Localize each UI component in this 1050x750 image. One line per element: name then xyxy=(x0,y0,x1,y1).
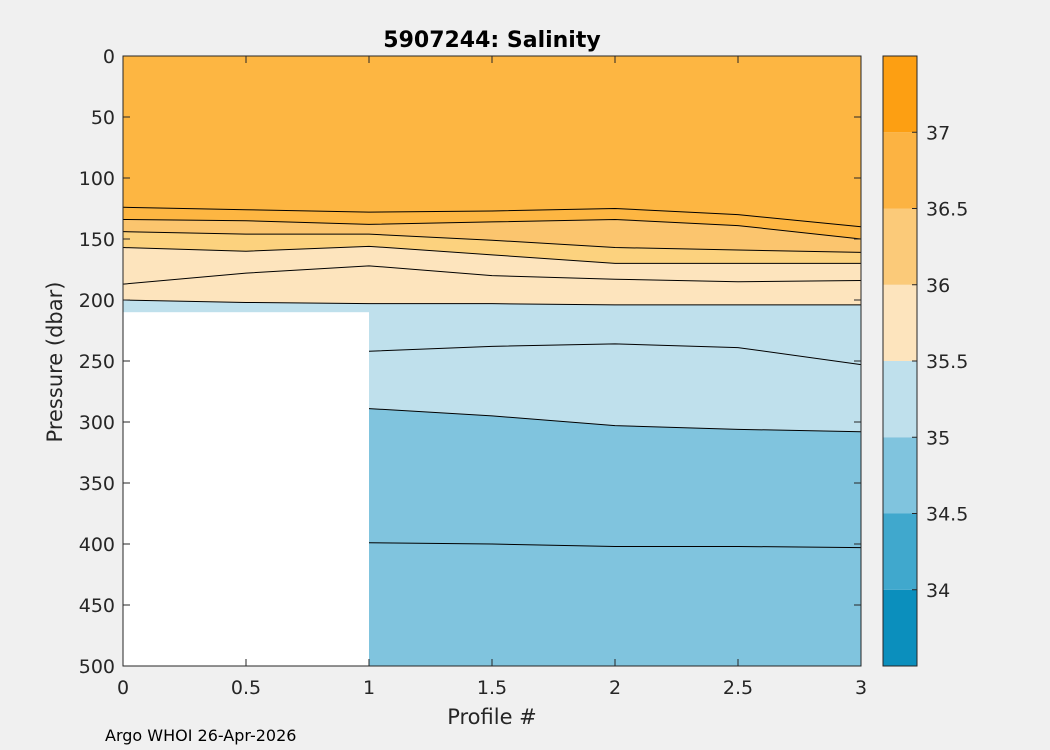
colorbar-bin xyxy=(883,589,917,666)
x-tick-label: 1.5 xyxy=(477,677,507,699)
y-tick-label: 150 xyxy=(79,229,115,251)
y-axis-label: Pressure (dbar) xyxy=(43,282,67,443)
colorbar-tick-label: 37 xyxy=(926,122,950,144)
colorbar-bin xyxy=(883,513,917,590)
y-tick-label: 0 xyxy=(103,46,115,68)
colorbar-bin xyxy=(883,284,917,361)
colorbar-tick-label: 34.5 xyxy=(926,504,968,526)
colorbar-tick-label: 36 xyxy=(926,275,950,297)
x-axis: 0 0.5 1 1.5 2 2.5 3 xyxy=(117,56,867,699)
colorbar-bin xyxy=(883,208,917,285)
contour-line xyxy=(122,265,862,285)
x-tick-label: 0 xyxy=(117,677,129,699)
contour-line xyxy=(368,408,862,433)
y-tick-label: 400 xyxy=(79,534,115,556)
colorbar-bin xyxy=(883,361,917,438)
contour-line xyxy=(122,218,862,240)
y-tick-label: 200 xyxy=(79,290,115,312)
contour-band xyxy=(369,542,861,666)
colorbar-tick-label: 35 xyxy=(926,427,950,449)
contour-line xyxy=(122,245,861,264)
x-tick-label: 2.5 xyxy=(723,677,753,699)
y-tick-label: 250 xyxy=(79,351,115,373)
colorbar-tick-label: 34 xyxy=(926,580,950,602)
x-axis-label: Profile # xyxy=(447,705,537,729)
footer-credit: Argo WHOI 26-Apr-2026 xyxy=(105,726,296,745)
colorbar-tick-label: 36.5 xyxy=(926,199,968,221)
plot-area xyxy=(122,55,862,667)
colorbar-tick-label: 35.5 xyxy=(926,351,968,373)
no-data-region xyxy=(123,312,369,666)
contour-line xyxy=(122,206,862,228)
contour-line xyxy=(122,231,862,253)
y-tick-label: 500 xyxy=(79,656,115,678)
y-tick-label: 450 xyxy=(79,595,115,617)
y-tick-label: 50 xyxy=(91,107,115,129)
x-tick-label: 0.5 xyxy=(231,677,261,699)
colorbar: 34 34.5 35 35.5 36 36.5 37 xyxy=(882,55,968,667)
y-tick-label: 300 xyxy=(79,412,115,434)
x-tick-label: 2 xyxy=(609,677,621,699)
contour-line xyxy=(368,542,862,549)
y-axis: 0 50 100 150 200 250 300 350 400 450 500 xyxy=(79,46,861,678)
y-tick-label: 350 xyxy=(79,473,115,495)
x-tick-label: 1 xyxy=(363,677,375,699)
colorbar-bin xyxy=(883,437,917,514)
y-tick-label: 100 xyxy=(79,168,115,190)
colorbar-bin xyxy=(883,132,917,209)
colorbar-bin xyxy=(883,56,917,133)
contour-line xyxy=(368,343,862,366)
contour-line xyxy=(122,299,861,306)
x-tick-label: 3 xyxy=(855,677,867,699)
chart-title: 5907244: Salinity xyxy=(383,28,600,53)
